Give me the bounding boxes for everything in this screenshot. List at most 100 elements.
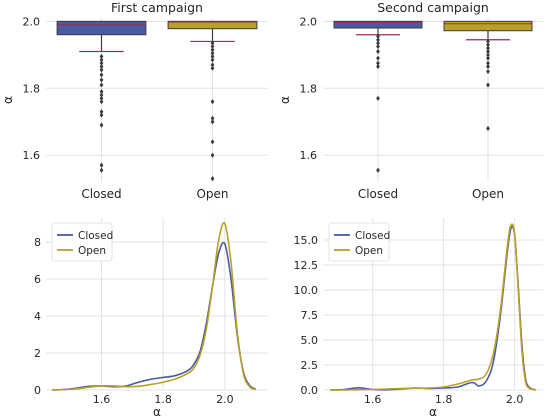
y-axis-label: α	[1, 96, 15, 104]
y-tick-label: 4	[34, 310, 41, 323]
y-tick-label: 7.5	[301, 309, 319, 322]
outlier-point	[210, 62, 215, 68]
outlier-point	[99, 162, 104, 168]
outlier-point	[376, 60, 380, 66]
outlier-point	[210, 57, 215, 63]
outlier-point	[99, 122, 104, 128]
outlier-point	[99, 77, 104, 83]
y-tick-label: 6	[34, 273, 41, 286]
outlier-point	[486, 55, 490, 61]
outlier-point	[210, 99, 215, 105]
outlier-point	[210, 65, 215, 71]
outlier-point	[486, 45, 490, 51]
outlier-point	[376, 37, 380, 43]
outlier-point	[210, 53, 215, 60]
outlier-point	[210, 115, 215, 122]
x-axis-label: α	[429, 405, 437, 419]
legend-box	[328, 222, 390, 262]
outlier-point	[486, 60, 490, 66]
box-open	[443, 20, 533, 32]
outlier-point	[486, 48, 490, 55]
outlier-point	[486, 42, 490, 48]
density-panel-1: 1.6 1.8 2.0 0 2 4 6 8 Closed Open α	[34, 218, 268, 419]
outlier-point	[99, 63, 104, 70]
x-tick-label: 1.8	[435, 393, 453, 406]
box-open	[167, 20, 258, 30]
outlier-point	[376, 40, 380, 46]
outlier-point	[99, 167, 104, 173]
outlier-point	[210, 139, 215, 145]
outlier-point	[486, 38, 490, 45]
outlier-point	[486, 63, 490, 70]
x-tick-label: Closed	[81, 187, 121, 201]
outlier-point	[210, 152, 215, 158]
x-tick-label: 2.0	[216, 393, 234, 406]
y-tick-label: 2.5	[301, 359, 319, 372]
outlier-point	[99, 67, 104, 73]
y-tick-label: 1.8	[300, 82, 318, 95]
x-tick-label: 1.8	[154, 393, 172, 406]
y-tick-label: 2.0	[23, 15, 41, 28]
x-axis-label: α	[153, 405, 161, 419]
box-closed	[333, 20, 423, 29]
outlier-point	[99, 92, 104, 98]
outlier-point	[210, 50, 215, 56]
box-panel-2: 1.6 1.8 2.0 Closed Open Second campaign α	[278, 0, 543, 201]
y-tick-label: 2.0	[300, 15, 318, 28]
outlier-point	[99, 57, 104, 63]
outlier-point	[99, 89, 104, 95]
y-tick-label: 1.8	[23, 82, 41, 95]
box-panel-1: 1.6 1.8 2.0 Closed Open First campaign α	[1, 0, 268, 201]
outlier-point	[99, 53, 104, 60]
legend-label: Closed	[355, 230, 390, 242]
outlier-point	[99, 95, 104, 101]
x-tick-label: Closed	[358, 187, 398, 201]
legend-label: Closed	[78, 230, 113, 242]
density-panel-2: 1.6 1.8 2.0 0.0 2.5 5.0 7.5 10.0 12.5 15.0 Closed O…	[294, 218, 543, 419]
outlier-point	[376, 55, 380, 61]
y-tick-label: 15.0	[294, 234, 319, 247]
outlier-point	[99, 109, 104, 115]
outlier-point	[486, 68, 490, 75]
outlier-point	[210, 43, 215, 50]
y-tick-label: 12.5	[294, 259, 319, 272]
legend-label: Open	[355, 245, 383, 257]
outlier-point	[99, 72, 104, 78]
panel-title: Second campaign	[377, 0, 489, 15]
y-tick-label: 10.0	[294, 284, 319, 297]
outlier-point	[99, 112, 104, 118]
panel-title: First campaign	[111, 0, 203, 15]
outlier-point	[376, 43, 380, 50]
outlier-point	[210, 119, 215, 125]
outlier-point	[486, 52, 490, 58]
y-tick-label: 1.6	[23, 149, 41, 162]
y-tick-label: 0.0	[301, 384, 319, 397]
box-closed	[56, 20, 147, 36]
outlier-point	[99, 99, 104, 105]
x-tick-label: Open	[472, 187, 504, 201]
legend-label: Open	[78, 245, 106, 257]
x-tick-label: Open	[196, 187, 228, 201]
outlier-point	[376, 33, 380, 40]
outlier-point	[486, 125, 490, 132]
outlier-point	[210, 40, 215, 46]
density-line-open	[52, 221, 257, 391]
y-axis-label: α	[278, 96, 292, 104]
outlier-point	[99, 82, 104, 88]
y-tick-label: 0	[34, 384, 41, 397]
y-tick-label: 1.6	[300, 149, 318, 162]
x-tick-label: 1.6	[364, 393, 382, 406]
y-tick-label: 2	[34, 347, 41, 360]
outlier-point	[376, 95, 380, 101]
outlier-point	[210, 176, 215, 182]
x-tick-label: 1.6	[93, 393, 111, 406]
y-tick-label: 5.0	[301, 334, 319, 347]
density-line-open	[330, 223, 537, 391]
outlier-point	[376, 48, 380, 55]
outlier-point	[210, 47, 215, 53]
x-tick-label: 2.0	[506, 393, 524, 406]
outlier-point	[376, 167, 380, 173]
y-tick-label: 8	[34, 236, 41, 249]
outlier-point	[486, 82, 490, 88]
